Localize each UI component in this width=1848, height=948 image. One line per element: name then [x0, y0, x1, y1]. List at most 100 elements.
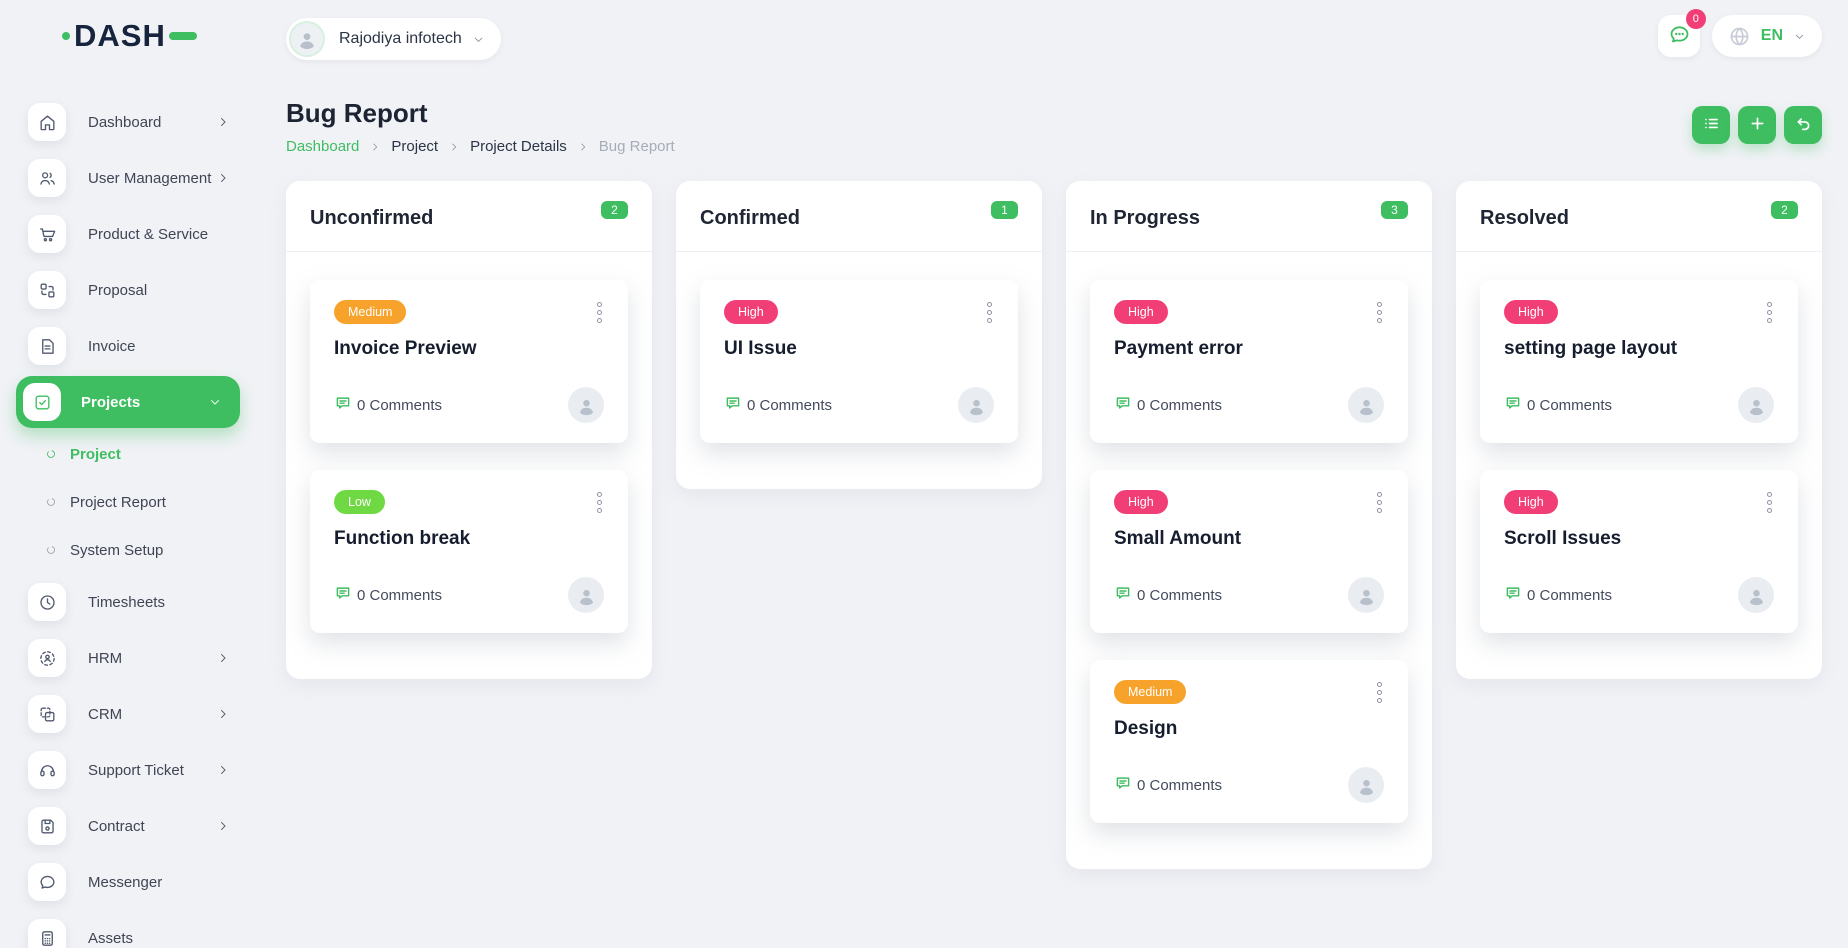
card-comments[interactable]: 0 Comments: [1504, 584, 1612, 606]
clock-icon: [28, 583, 66, 621]
breadcrumb-item-project[interactable]: Project: [391, 138, 439, 155]
bug-card-ui-issue[interactable]: High UI Issue 0 Comments: [700, 280, 1018, 443]
kanban-column-in-progress: In Progress 3 High Payment error 0 Comments H…: [1066, 181, 1432, 869]
chevron-right-icon: [216, 115, 230, 129]
messages-button[interactable]: 0: [1657, 9, 1706, 57]
breadcrumb-item-project-details[interactable]: Project Details: [470, 138, 567, 155]
column-title: Unconfirmed: [310, 207, 434, 229]
assignee-avatar[interactable]: [1348, 387, 1384, 423]
card-menu-dots-icon[interactable]: [985, 300, 994, 325]
bug-card-payment-error[interactable]: High Payment error 0 Comments: [1090, 280, 1408, 443]
add-button[interactable]: [1738, 106, 1776, 144]
sidebar-item-contract[interactable]: Contract: [0, 798, 256, 854]
bug-card-small-amount[interactable]: High Small Amount 0 Comments: [1090, 470, 1408, 633]
comments-count: 0 Comments: [1137, 396, 1223, 414]
card-comments[interactable]: 0 Comments: [1114, 394, 1222, 416]
card-menu-dots-icon[interactable]: [1375, 300, 1384, 325]
company-selector[interactable]: Rajodiya infotech: [286, 18, 501, 60]
card-menu-dots-icon[interactable]: [1375, 680, 1384, 705]
assignee-avatar[interactable]: [1348, 767, 1384, 803]
bug-card-function-break[interactable]: Low Function break 0 Comments: [310, 470, 628, 633]
comment-icon: [1504, 584, 1522, 606]
kanban-board: Unconfirmed 2 Medium Invoice Preview 0 Comme…: [286, 181, 1822, 869]
page-actions: [1692, 106, 1822, 144]
card-menu-dots-icon[interactable]: [595, 300, 604, 325]
card-title: Design: [1114, 718, 1178, 739]
card-menu-dots-icon[interactable]: [1765, 300, 1774, 325]
card-comments[interactable]: 0 Comments: [1504, 394, 1612, 416]
sidebar-subitem-system-setup[interactable]: System Setup: [0, 526, 256, 574]
sidebar-item-assets[interactable]: Assets: [0, 910, 256, 948]
breadcrumb-item-dashboard[interactable]: Dashboard: [286, 138, 360, 155]
check-square-icon: [23, 383, 61, 421]
company-name: Rajodiya infotech: [339, 30, 462, 47]
cart-icon: [28, 215, 66, 253]
sidebar-item-crm[interactable]: CRM: [0, 686, 256, 742]
breadcrumb-item-bug-report: Bug Report: [598, 138, 675, 155]
card-title: Invoice Preview: [334, 338, 477, 359]
card-comments[interactable]: 0 Comments: [724, 394, 832, 416]
sidebar-subitem-project[interactable]: Project: [0, 430, 256, 478]
bug-card-setting-page-layout[interactable]: High setting page layout 0 Comments: [1480, 280, 1798, 443]
card-menu-dots-icon[interactable]: [1375, 490, 1384, 515]
sidebar-item-label: Assets: [88, 929, 134, 947]
sidebar-item-messenger[interactable]: Messenger: [0, 854, 256, 910]
back-button[interactable]: [1784, 106, 1822, 144]
card-top-row: Medium: [334, 300, 604, 325]
comments-count: 0 Comments: [1527, 396, 1613, 414]
chevron-down-icon: [208, 395, 222, 409]
priority-badge: High: [1504, 300, 1558, 324]
language-selector[interactable]: EN: [1711, 15, 1822, 57]
column-divider: [286, 251, 652, 252]
sidebar-item-label: HRM: [88, 649, 123, 667]
card-comments[interactable]: 0 Comments: [1114, 774, 1222, 796]
sidebar-item-product-service[interactable]: Product & Service: [0, 206, 256, 262]
logo-dot-icon: [62, 32, 70, 40]
assignee-avatar[interactable]: [568, 387, 604, 423]
sidebar-item-support-ticket[interactable]: Support Ticket: [0, 742, 256, 798]
card-footer: 0 Comments: [1504, 577, 1774, 613]
sidebar-item-projects[interactable]: Projects: [16, 376, 240, 428]
messages-badge: 0: [1685, 9, 1706, 29]
sidebar-item-timesheets[interactable]: Timesheets: [0, 574, 256, 630]
card-comments[interactable]: 0 Comments: [1114, 584, 1222, 606]
calculator-icon: [28, 919, 66, 948]
sidebar-item-user-management[interactable]: User Management: [0, 150, 256, 206]
card-footer: 0 Comments: [334, 387, 604, 423]
bug-card-scroll-issues[interactable]: High Scroll Issues 0 Comments: [1480, 470, 1798, 633]
sidebar-item-proposal[interactable]: Proposal: [0, 262, 256, 318]
column-header: Confirmed 1: [676, 181, 1042, 230]
card-menu-dots-icon[interactable]: [1765, 490, 1774, 515]
bug-card-invoice-preview[interactable]: Medium Invoice Preview 0 Comments: [310, 280, 628, 443]
assignee-avatar[interactable]: [1348, 577, 1384, 613]
sidebar: DASH Dashboard User Management Product & S…: [0, 0, 256, 948]
assignee-avatar[interactable]: [1738, 387, 1774, 423]
sidebar-item-hrm[interactable]: HRM: [0, 630, 256, 686]
sidebar-item-label: Support Ticket: [88, 761, 184, 779]
sidebar-item-invoice[interactable]: Invoice: [0, 318, 256, 374]
sidebar-subitem-project-report[interactable]: Project Report: [0, 478, 256, 526]
assignee-avatar[interactable]: [1738, 577, 1774, 613]
plus-icon: [1748, 114, 1767, 136]
bug-card-design[interactable]: Medium Design 0 Comments: [1090, 660, 1408, 823]
sidebar-item-label: Proposal: [88, 281, 148, 299]
company-avatar: [289, 21, 325, 57]
column-divider: [1066, 251, 1432, 252]
list-view-button[interactable]: [1692, 106, 1730, 144]
card-footer: 0 Comments: [1114, 387, 1384, 423]
sidebar-item-dashboard[interactable]: Dashboard: [0, 94, 256, 150]
comment-icon: [1114, 774, 1132, 796]
topbar: Rajodiya infotech 0 EN: [286, 0, 1822, 72]
assignee-avatar[interactable]: [958, 387, 994, 423]
card-top-row: High: [724, 300, 994, 325]
card-footer: 0 Comments: [1114, 767, 1384, 803]
card-comments[interactable]: 0 Comments: [334, 394, 442, 416]
card-menu-dots-icon[interactable]: [595, 490, 604, 515]
assignee-avatar[interactable]: [568, 577, 604, 613]
users-icon: [28, 159, 66, 197]
app-logo[interactable]: DASH: [0, 0, 256, 72]
card-comments[interactable]: 0 Comments: [334, 584, 442, 606]
column-cards: High UI Issue 0 Comments: [676, 252, 1042, 489]
list-icon: [1702, 114, 1721, 136]
chevron-right-icon: [216, 171, 230, 185]
